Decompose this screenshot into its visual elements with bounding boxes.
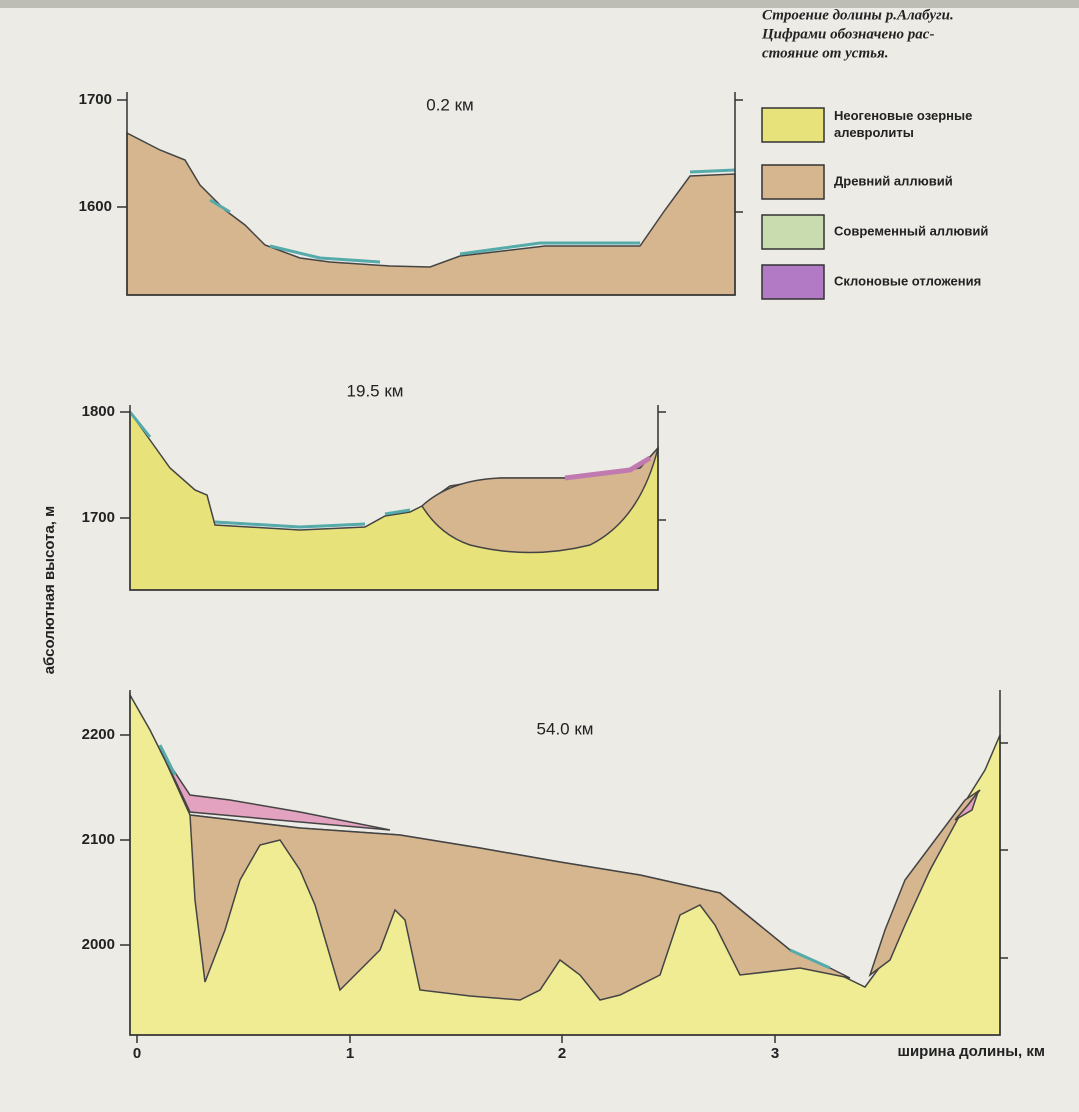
y-tick-label: 1600 — [79, 198, 112, 215]
panel-label: 54.0 км — [537, 719, 594, 738]
legend-label: Неогеновые озерные — [834, 108, 972, 123]
top-edge — [0, 0, 1079, 8]
x-tick-label: 2 — [558, 1045, 566, 1062]
x-ticks: 0 1 2 3 — [133, 1035, 779, 1062]
panel-label: 19.5 км — [347, 381, 404, 400]
caption-line: Цифрами обозначено рас- — [761, 26, 934, 42]
ancient-alluvium — [868, 789, 981, 978]
legend-label: Древний аллювий — [834, 173, 953, 188]
y-tick-label: 2100 — [82, 831, 115, 848]
ancient-alluvium — [189, 814, 851, 1001]
caption-line: стояние от устья. — [762, 45, 888, 61]
legend-swatch — [761, 164, 825, 200]
ancient-alluvium — [126, 131, 736, 296]
panel-1: 1800 1700 19.5 км — [82, 381, 666, 591]
legend-label: Склоновые отложения — [834, 273, 981, 288]
slope-deposits — [954, 791, 979, 821]
modern-alluvium — [209, 168, 736, 264]
axis — [129, 690, 1001, 1036]
panel-2: 2200 2100 2000 54.0 км 0 1 2 3 ширина долин… — [82, 690, 1045, 1062]
panel-0: 1700 1600 0.2 км — [79, 91, 743, 296]
modern-alluvium — [128, 411, 411, 529]
legend-label: Современный аллювий — [834, 223, 988, 238]
legend: Неогеновые озерные алевролиты Древний аллю… — [761, 107, 988, 300]
slope-deposits — [564, 455, 652, 481]
axis — [129, 405, 659, 591]
slope-deposits — [159, 749, 391, 831]
y-tick-label: 1800 — [82, 403, 115, 420]
y-axis-label: абсолютная высота, м — [41, 506, 58, 674]
legend-swatch — [761, 107, 825, 143]
y-tick-label: 1700 — [79, 91, 112, 108]
legend-swatch — [761, 214, 825, 250]
y-tick-label: 1700 — [82, 509, 115, 526]
legend-swatch — [761, 264, 825, 300]
axis — [126, 92, 736, 296]
y-tick-label: 2000 — [82, 936, 115, 953]
x-axis-label: ширина долины, км — [897, 1043, 1045, 1060]
y-tick-label: 2200 — [82, 726, 115, 743]
modern-alluvium — [158, 744, 831, 970]
caption-line: Строение долины р.Алабуги. — [762, 7, 954, 23]
x-tick-label: 1 — [346, 1045, 354, 1062]
x-tick-label: 0 — [133, 1045, 141, 1062]
legend-label: алевролиты — [834, 125, 914, 140]
x-tick-label: 3 — [771, 1045, 779, 1062]
caption: Строение долины р.Алабуги. Цифрами обозна… — [761, 7, 954, 61]
panel-label: 0.2 км — [426, 95, 473, 114]
